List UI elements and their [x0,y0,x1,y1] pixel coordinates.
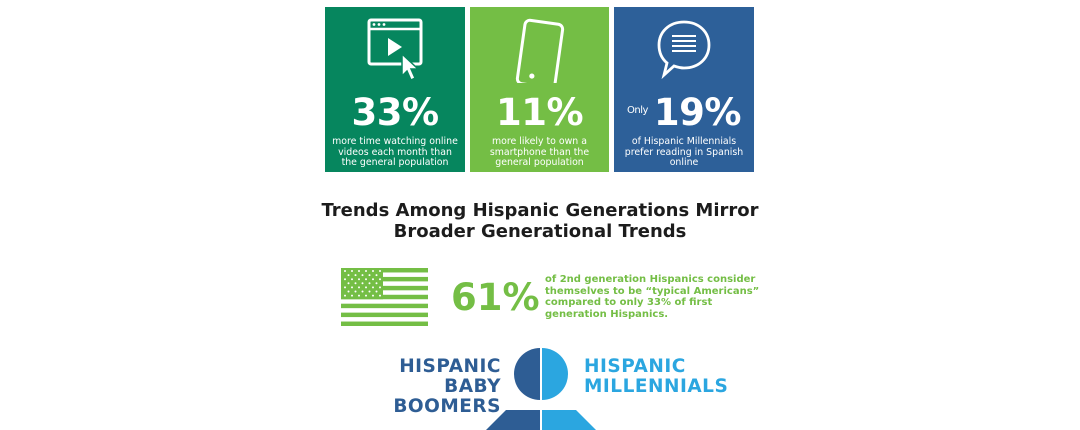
section-headline: Trends Among Hispanic Generations Mirror… [321,200,759,242]
flag-star [351,286,353,289]
stat-description-typical-americans: of 2nd generation Hispanics consider the… [545,274,760,320]
speech-bubble-icon [614,17,754,83]
flag-star [351,294,353,297]
flag-star [361,274,364,277]
label-line: MILLENNIALS [584,376,729,397]
flag-star [344,278,346,281]
flag-stripe [341,303,428,309]
label-line: BABY BOOMERS [393,376,501,417]
flag-star [354,282,357,285]
flag-star [365,286,367,289]
flag-star [344,286,346,289]
stat-card-spanish-reading: Only 19% of Hispanic Millennials prefer r… [614,7,754,172]
flag-star [368,274,371,277]
flag-star [354,290,357,293]
split-person-icon [470,340,610,430]
smartphone-icon [470,17,609,83]
flag-star [372,294,374,297]
flag-star [368,290,371,293]
flag-star [365,270,367,272]
flag-star [372,278,374,281]
stat-description: of Hispanic Millennials prefer reading i… [624,136,744,168]
flag-star [344,294,346,297]
flag-star [379,278,381,281]
flag-star [375,290,378,293]
flag-star [358,286,360,289]
us-flag-icon [341,268,428,330]
flag-star [372,286,374,289]
flag-star [379,294,381,297]
stat-value: 33% [351,91,439,134]
flag-star [375,274,378,277]
label-hispanic-baby-boomers: HISPANIC BABY BOOMERS [335,357,501,417]
flag-star [347,274,350,277]
stat-description: more time watching online videos each mo… [332,136,458,168]
stat-value-row: Only 19% [614,93,754,135]
flag-star [361,282,364,285]
stat-card-smartphone: 11% more likely to own a smartphone than… [470,7,609,172]
flag-star [347,290,350,293]
flag-star [344,270,346,272]
label-hispanic-millennials: HISPANIC MILLENNIALS [584,357,764,397]
label-line: HISPANIC [399,356,501,377]
flag-star [351,270,353,272]
stat-description: more likely to own a smartphone than the… [489,136,590,168]
flag-stripe [341,321,428,326]
flag-stripe [341,312,428,318]
flag-stripe [341,285,428,291]
label-line: HISPANIC [584,356,686,377]
stat-value: 11% [495,91,584,134]
flag-star [361,290,364,293]
video-play-icon [325,17,465,83]
flag-star [358,270,360,272]
flag-star [351,278,353,281]
flag-stripe [341,294,428,300]
flag-star [379,270,381,272]
flag-star [375,282,378,285]
flag-star [379,286,381,289]
stat-prefix: Only [627,104,648,116]
flag-star [358,294,360,297]
flag-star [372,270,374,272]
stat-card-online-videos: 33% more time watching online videos eac… [325,7,465,172]
flag-star [354,274,357,277]
flag-star [365,294,367,297]
flag-star [365,278,367,281]
flag-stripe [341,268,428,273]
stat-value: 19% [653,91,742,134]
flag-star [368,282,371,285]
flag-stripe [341,276,428,282]
stat-value-61: 61% [451,276,540,319]
flag-star [347,282,350,285]
flag-star [358,278,360,281]
